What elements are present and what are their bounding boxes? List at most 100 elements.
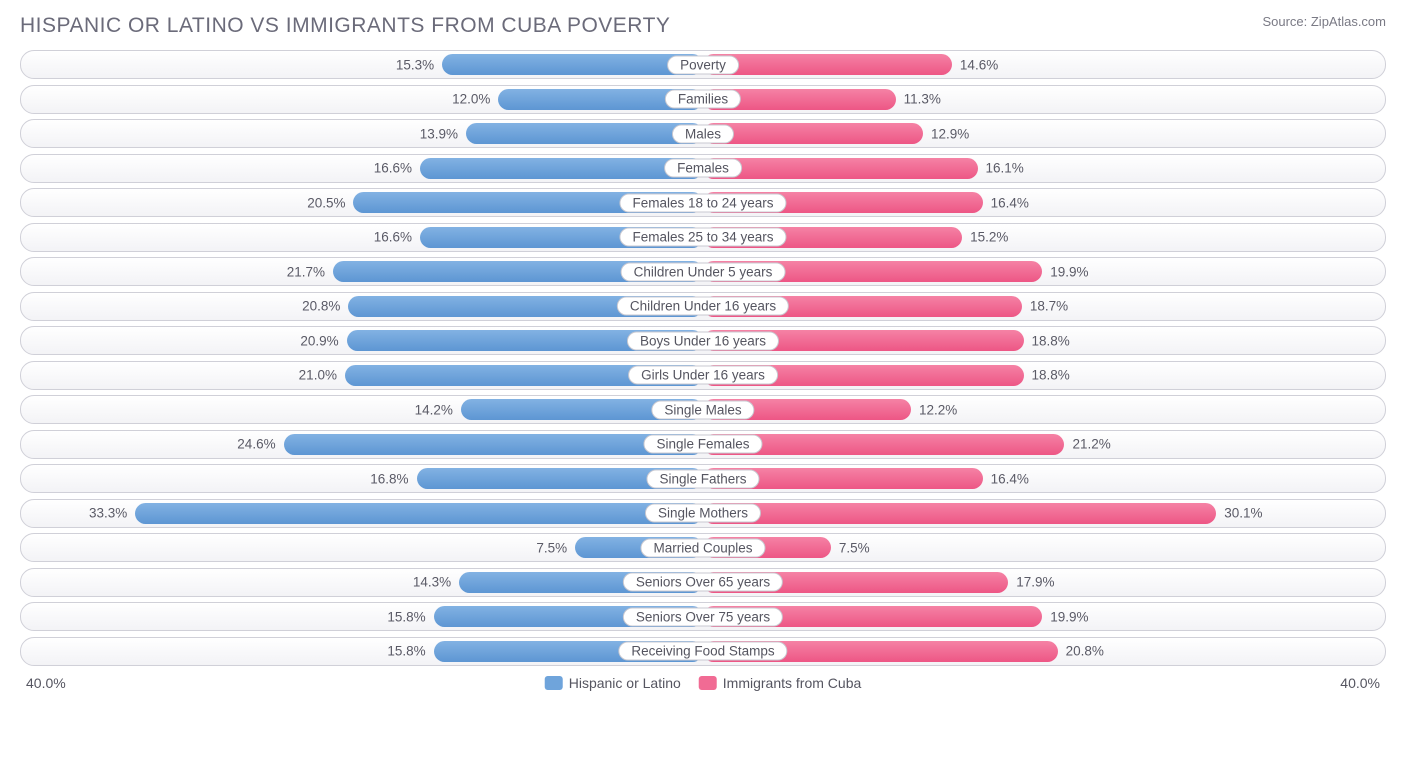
value-label-left: 21.7% [287,264,325,279]
value-label-right: 7.5% [839,540,870,555]
category-label: Single Males [651,400,754,419]
value-label-left: 20.9% [300,333,338,348]
value-label-right: 19.9% [1050,264,1088,279]
axis-row: 40.0% Hispanic or Latino Immigrants from… [20,671,1386,695]
chart-row: 7.5% 7.5% Married Couples [20,533,1386,562]
value-label-right: 11.3% [904,92,941,107]
bar-left [135,503,703,524]
value-label-right: 30.1% [1224,506,1262,521]
row-left-half: 13.9% [21,120,703,147]
category-label: Married Couples [640,538,765,557]
chart-row: 21.0%18.8%Girls Under 16 years [20,361,1386,390]
chart-header: HISPANIC OR LATINO VS IMMIGRANTS FROM CU… [20,14,1386,38]
category-label: Seniors Over 65 years [623,573,783,592]
row-right-half: 15.2% [703,224,1385,251]
category-label: Poverty [667,55,739,74]
row-right-half: 21.2% [703,431,1385,458]
row-left-half: 16.8% [21,465,703,492]
bar-left [466,123,703,144]
chart-row: 16.6% 16.1% Females [20,154,1386,183]
row-left-half: 16.6% [21,224,703,251]
value-label-right: 17.9% [1016,575,1054,590]
value-label-left: 15.8% [387,644,425,659]
chart-row: 20.8%18.7%Children Under 16 years [20,292,1386,321]
value-label-right: 18.7% [1030,299,1068,314]
category-label: Single Mothers [645,504,761,523]
axis-max-right: 40.0% [703,675,1386,691]
row-right-half: 16.4% [703,465,1385,492]
value-label-left: 15.8% [387,609,425,624]
row-right-half: 12.9% [703,120,1385,147]
row-left-half: 20.5% [21,189,703,216]
row-right-half: 18.7% [703,293,1385,320]
value-label-left: 16.8% [370,471,408,486]
row-right-half: 7.5% [703,534,1385,561]
row-right-half: 11.3% [703,86,1385,113]
row-left-half: 33.3% [21,500,703,527]
value-label-left: 15.3% [396,57,434,72]
row-left-half: 14.2% [21,396,703,423]
row-left-half: 12.0% [21,86,703,113]
chart-row: 33.3% 30.1% Single Mothers [20,499,1386,528]
row-right-half: 14.6% [703,51,1385,78]
chart-title: HISPANIC OR LATINO VS IMMIGRANTS FROM CU… [20,14,670,38]
value-label-left: 33.3% [89,506,127,521]
value-label-right: 16.4% [991,195,1029,210]
value-label-right: 18.8% [1032,333,1070,348]
value-label-left: 7.5% [536,540,567,555]
row-right-half: 18.8% [703,362,1385,389]
row-left-half: 15.3% [21,51,703,78]
diverging-bar-chart: 15.3% 14.6% Poverty 12.0% 11.3% Families 13.9%… [20,50,1386,666]
row-right-half: 16.1% [703,155,1385,182]
value-label-left: 24.6% [237,437,275,452]
category-label: Females [664,159,742,178]
value-label-right: 18.8% [1032,368,1070,383]
value-label-left: 16.6% [374,230,412,245]
row-left-half: 15.8% [21,638,703,665]
row-left-half: 7.5% [21,534,703,561]
category-label: Children Under 5 years [621,262,786,281]
value-label-left: 16.6% [374,161,412,176]
row-left-half: 20.8% [21,293,703,320]
value-label-right: 21.2% [1072,437,1110,452]
bar-right [703,158,978,179]
source-link[interactable]: ZipAtlas.com [1311,14,1386,29]
row-right-half: 16.4% [703,189,1385,216]
chart-row: 14.3%17.9%Seniors Over 65 years [20,568,1386,597]
value-label-left: 12.0% [452,92,490,107]
bar-left [420,158,703,179]
chart-row: 20.9% 18.8% Boys Under 16 years [20,326,1386,355]
value-label-right: 16.1% [986,161,1024,176]
category-label: Families [665,90,741,109]
value-label-right: 16.4% [991,471,1029,486]
bar-right [703,503,1216,524]
source-prefix: Source: [1262,14,1310,29]
row-left-half: 15.8% [21,603,703,630]
row-right-half: 30.1% [703,500,1385,527]
row-left-half: 21.7% [21,258,703,285]
chart-row: 21.7% 19.9% Children Under 5 years [20,257,1386,286]
category-label: Females 18 to 24 years [619,193,786,212]
bar-left [442,54,703,75]
category-label: Females 25 to 34 years [619,228,786,247]
bar-left [284,434,703,455]
chart-row: 24.6% 21.2% Single Females [20,430,1386,459]
bar-right [703,54,952,75]
value-label-right: 19.9% [1050,609,1088,624]
category-label: Receiving Food Stamps [618,642,787,661]
category-label: Single Females [643,435,762,454]
row-right-half: 20.8% [703,638,1385,665]
category-label: Boys Under 16 years [627,331,779,350]
value-label-right: 12.2% [919,402,957,417]
value-label-right: 15.2% [970,230,1008,245]
chart-row: 16.8%16.4%Single Fathers [20,464,1386,493]
chart-row: 15.8%19.9%Seniors Over 75 years [20,602,1386,631]
chart-row: 12.0% 11.3% Families [20,85,1386,114]
value-label-right: 12.9% [931,126,969,141]
row-right-half: 12.2% [703,396,1385,423]
value-label-right: 14.6% [960,57,998,72]
chart-row: 16.6% 15.2% Females 25 to 34 years [20,223,1386,252]
row-right-half: 19.9% [703,258,1385,285]
row-left-half: 24.6% [21,431,703,458]
legend-swatch-left [545,676,563,690]
